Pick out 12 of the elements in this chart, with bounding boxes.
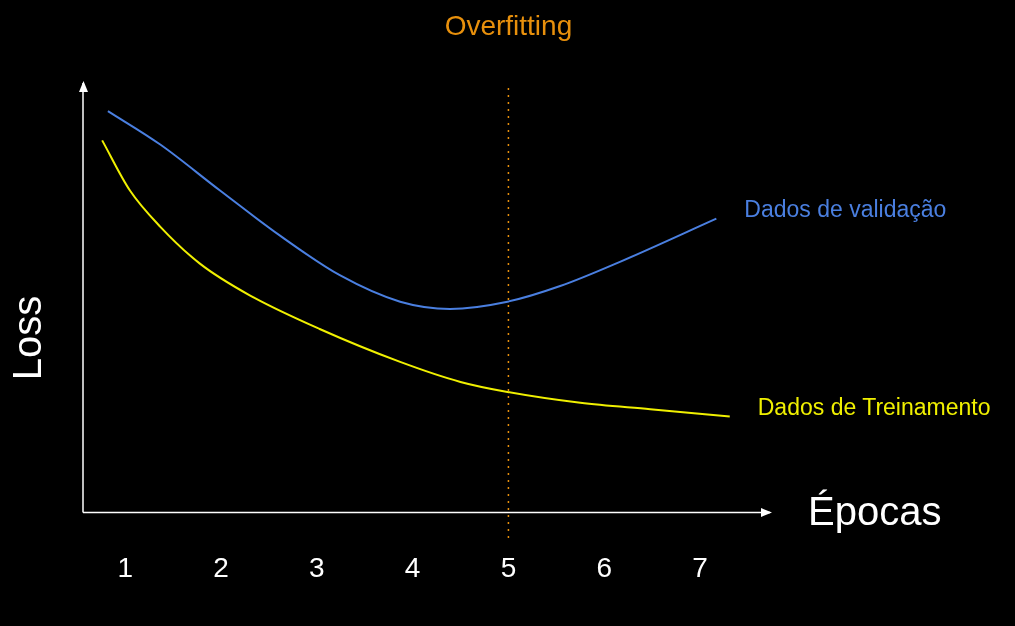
- series-label: Dados de Treinamento: [757, 393, 991, 420]
- x-axis-title: Épocas: [808, 489, 942, 534]
- x-tick-label: 3: [309, 551, 325, 583]
- x-tick-label: 2: [213, 551, 229, 583]
- x-tick-label: 6: [596, 551, 613, 583]
- x-tick-label: 5: [500, 551, 517, 583]
- x-tick-label: 7: [692, 551, 708, 583]
- x-tick-label: 4: [404, 551, 421, 583]
- series-label: Dados de validação: [744, 195, 947, 222]
- ref-line-label: Overfitting: [444, 9, 573, 41]
- y-axis-title: Loss: [5, 295, 50, 381]
- x-tick-label: 1: [117, 551, 133, 583]
